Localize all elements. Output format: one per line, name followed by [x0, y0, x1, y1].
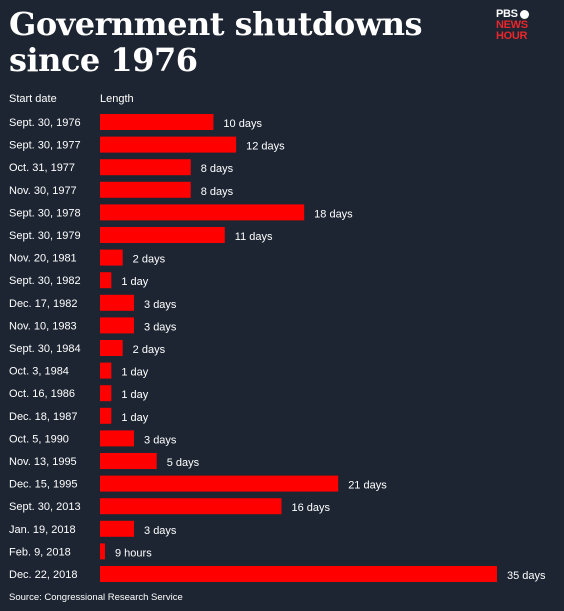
source-note: Source: Congressional Research Service [9, 592, 183, 603]
length-label: 5 days [167, 457, 200, 469]
bar [100, 159, 191, 176]
length-label: 16 days [291, 502, 330, 514]
length-label: 10 days [223, 118, 262, 130]
length-label: 35 days [507, 570, 546, 582]
bar [100, 430, 135, 447]
bar [100, 204, 305, 221]
bar [100, 407, 112, 424]
length-label: 1 day [121, 367, 148, 379]
bar [100, 181, 191, 198]
date-label: Feb. 9, 2018 [9, 546, 71, 558]
length-header: Length [100, 93, 134, 105]
pbs-newshour-logo: PBS NEWS HOUR [496, 9, 540, 42]
bar [100, 520, 135, 537]
length-label: 3 days [144, 321, 177, 333]
date-label: Nov. 30, 1977 [9, 185, 77, 197]
date-label: Oct. 16, 1986 [9, 388, 75, 400]
date-label: Dec. 22, 2018 [9, 569, 78, 581]
bar [100, 475, 339, 492]
bar [100, 340, 123, 356]
logo-news-text: NEWS [496, 19, 528, 31]
date-label: Dec. 15, 1995 [9, 479, 78, 491]
date-label: Sept. 30, 1982 [9, 275, 81, 287]
bar [100, 362, 112, 379]
length-label: 3 days [144, 525, 177, 537]
length-label: 21 days [348, 480, 387, 492]
date-label: Sept. 30, 1977 [9, 140, 81, 152]
date-label: Sept. 30, 1978 [9, 207, 81, 219]
logo-pbs-text: PBS [496, 8, 518, 20]
bar [100, 453, 157, 469]
bar [100, 498, 282, 515]
date-label: Oct. 31, 1977 [9, 162, 75, 174]
date-label: Jan. 19, 2018 [9, 524, 76, 536]
length-label: 3 days [144, 434, 177, 446]
bar [100, 543, 105, 560]
bar [100, 272, 112, 289]
length-label: 8 days [201, 163, 234, 175]
chart-title: Government shutdowns since 1976 [9, 5, 423, 79]
bar [100, 249, 123, 266]
length-label: 1 day [121, 412, 148, 424]
bar [100, 566, 497, 582]
length-label: 9 hours [115, 547, 152, 559]
date-label: Oct. 3, 1984 [9, 366, 69, 378]
bar [100, 227, 225, 243]
date-label: Oct. 5, 1990 [9, 433, 69, 445]
date-label: Nov. 20, 1981 [9, 253, 77, 265]
bar [100, 317, 135, 334]
bar [100, 294, 135, 311]
length-label: 3 days [144, 299, 177, 311]
start-date-header: Start date [9, 93, 57, 105]
pbs-head-icon [519, 10, 529, 19]
length-label: 8 days [201, 186, 234, 198]
date-label: Sept. 30, 1976 [9, 117, 81, 129]
bar [100, 136, 237, 153]
bar [100, 385, 112, 402]
date-label: Sept. 30, 2013 [9, 501, 81, 513]
date-label: Sept. 30, 1979 [9, 230, 81, 242]
date-label: Dec. 18, 1987 [9, 411, 78, 423]
date-label: Nov. 13, 1995 [9, 456, 77, 468]
length-label: 1 day [121, 389, 148, 401]
length-label: 18 days [314, 208, 353, 220]
date-label: Dec. 17, 1982 [9, 298, 78, 310]
length-label: 2 days [133, 254, 166, 266]
date-label: Nov. 10, 1983 [9, 320, 77, 332]
length-label: 11 days [235, 231, 273, 243]
date-label: Sept. 30, 1984 [9, 343, 81, 355]
length-label: 12 days [246, 141, 285, 153]
logo-hour-text: HOUR [496, 30, 528, 42]
bar [100, 114, 214, 130]
length-label: 1 day [121, 276, 148, 288]
length-label: 2 days [133, 344, 166, 356]
